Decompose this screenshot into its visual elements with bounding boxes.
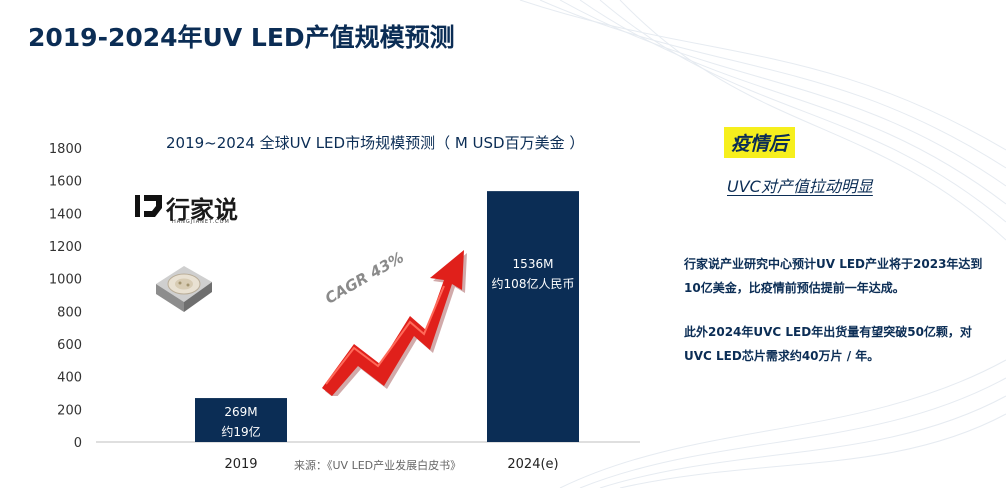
bar (195, 398, 287, 442)
bar-data-label: 1536M (513, 257, 554, 271)
y-tick-label: 400 (57, 371, 82, 386)
chart-title: 2019~2024 全球UV LED市场规模预测（ M USD百万美金 ） (166, 134, 585, 152)
side-paragraph-2: 此外2024年UVC LED年出货量有望突破50亿颗，对UVC LED芯片需求约… (684, 325, 972, 363)
slide-title: 2019-2024年UV LED产值规模预测 (28, 23, 455, 52)
y-tick-label: 1600 (49, 175, 82, 190)
bar-data-label: 约19亿 (221, 424, 260, 439)
bar-data-label: 269M (224, 405, 257, 419)
y-tick-label: 200 (57, 403, 82, 418)
y-tick-label: 1800 (49, 142, 82, 157)
y-tick-label: 1400 (49, 207, 82, 222)
y-tick-label: 0 (74, 436, 82, 451)
logo-subtext: HANGJIANET.COM (172, 219, 230, 225)
logo-mark-icon (135, 195, 162, 217)
highlight-label: 疫情后 (724, 127, 796, 158)
growth-arrow-icon (322, 250, 467, 396)
led-chip-image (156, 266, 212, 312)
bar-data-label: 约108亿人民币 (492, 276, 575, 291)
x-tick-label: 2024(e) (507, 457, 558, 472)
side-subheading: UVC对产值拉动明显 (727, 177, 873, 196)
x-tick-label: 2019 (224, 457, 257, 472)
y-tick-label: 1200 (49, 240, 82, 255)
source-note: 来源：《UV LED产业发展白皮书》 (294, 459, 462, 472)
y-tick-label: 800 (57, 305, 82, 320)
bar (487, 191, 579, 442)
y-tick-label: 600 (57, 338, 82, 353)
y-tick-label: 1000 (49, 273, 82, 288)
side-paragraph-1: 行家说产业研究中心预计UV LED产业将于2023年达到10亿美金，比疫情前预估… (684, 257, 983, 295)
logo-text: 行家说 (166, 196, 238, 224)
